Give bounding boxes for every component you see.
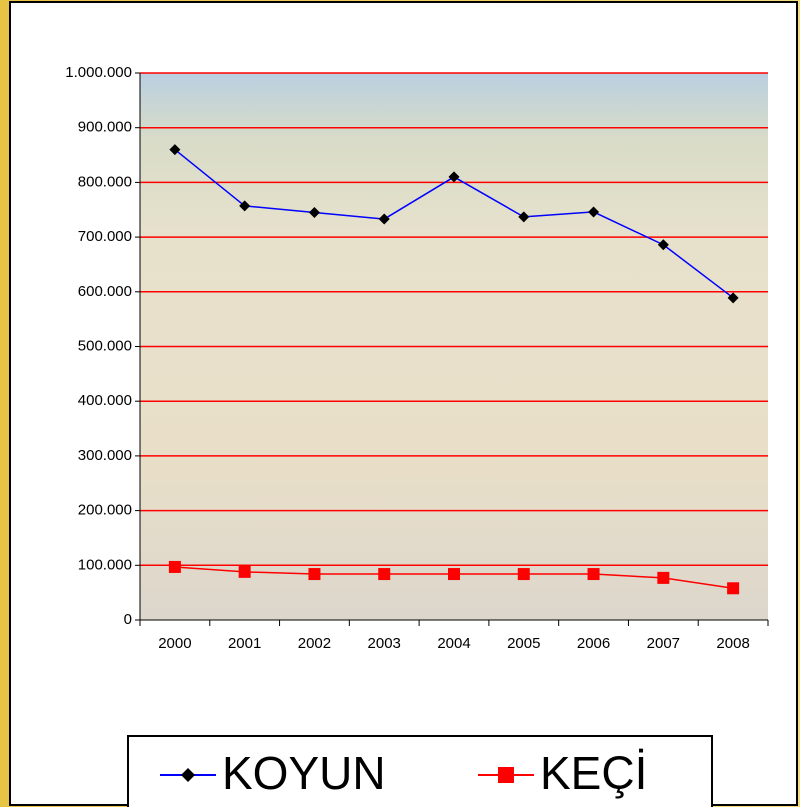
y-tick-label: 900.000	[78, 119, 132, 136]
marker	[378, 568, 391, 581]
y-tick-label: 600.000	[78, 283, 132, 300]
legend-box	[127, 735, 713, 807]
x-tick-label: 2004	[437, 635, 470, 652]
marker	[588, 206, 600, 218]
marker	[587, 568, 600, 581]
marker	[181, 768, 195, 782]
x-tick-label: 2003	[368, 635, 401, 652]
y-tick-label: 100.000	[78, 556, 132, 573]
x-tick-label: 2007	[647, 635, 680, 652]
marker	[518, 211, 530, 223]
legend-label: KOYUN	[222, 747, 386, 799]
y-tick-label: 300.000	[78, 447, 132, 464]
legend-label: KEÇİ	[540, 747, 647, 799]
marker	[498, 767, 514, 783]
marker	[169, 144, 181, 156]
marker	[657, 571, 670, 584]
marker	[727, 292, 739, 304]
legend	[127, 735, 713, 807]
y-tick-label: 800.000	[78, 173, 132, 190]
x-tick-label: 2002	[298, 635, 331, 652]
x-tick-label: 2008	[716, 635, 749, 652]
y-tick-label: 400.000	[78, 392, 132, 409]
y-tick-label: 200.000	[78, 502, 132, 519]
marker	[239, 200, 251, 212]
marker	[168, 560, 181, 573]
marker	[448, 568, 460, 581]
x-tick-label: 2005	[507, 635, 540, 652]
marker	[238, 565, 251, 578]
y-tick-label: 1.000.000	[65, 64, 132, 81]
marker	[657, 239, 669, 251]
y-tick-label: 700.000	[78, 228, 132, 245]
y-tick-label: 0	[124, 611, 132, 628]
x-tick-label: 2006	[577, 635, 610, 652]
marker	[308, 206, 320, 218]
marker	[378, 213, 390, 225]
marker	[308, 568, 321, 581]
marker	[517, 568, 530, 581]
x-tick-label: 2000	[158, 635, 191, 652]
x-tick-label: 2001	[228, 635, 261, 652]
marker	[727, 582, 740, 595]
y-tick-label: 500.000	[78, 337, 132, 354]
marker	[448, 171, 460, 183]
